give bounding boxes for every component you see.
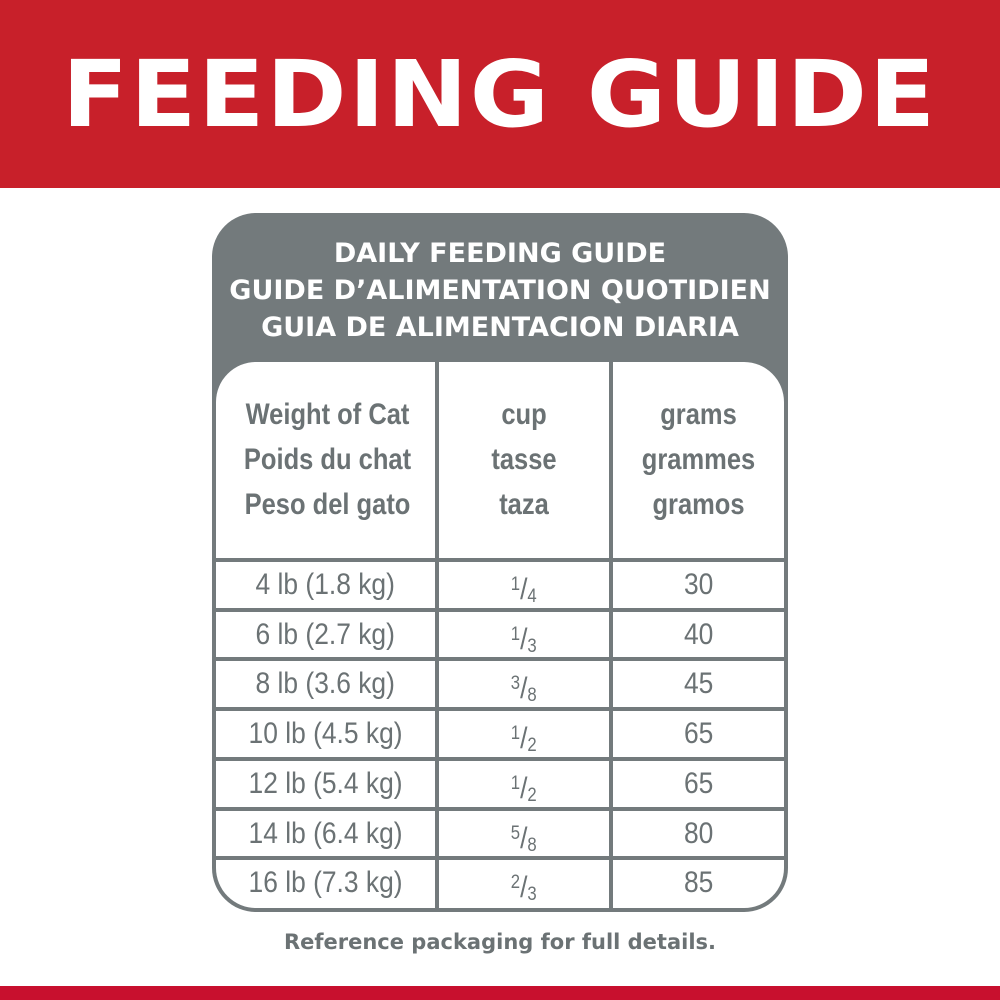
grams-cell: 45 — [613, 661, 784, 707]
cup-numerator: 1 — [511, 772, 521, 794]
weight-cell: 14 lb (6.4 kg) — [216, 811, 435, 857]
header-grams: grams grammes gramos — [626, 392, 771, 527]
feeding-guide-card: DAILY FEEDING GUIDE GUIDE D’ALIMENTATION… — [212, 213, 788, 912]
row-divider — [216, 856, 784, 861]
cup-value: 5/8 — [511, 821, 537, 856]
cup-denominator: 8 — [527, 685, 537, 707]
grams-value: 65 — [683, 766, 714, 800]
weight-cell: 12 lb (5.4 kg) — [216, 761, 435, 807]
row-divider — [216, 806, 784, 811]
grams-value: 45 — [683, 667, 714, 701]
cup-cell: 5/8 — [439, 811, 609, 857]
cup-numerator: 1 — [511, 723, 521, 745]
card-title: DAILY FEEDING GUIDE GUIDE D’ALIMENTATION… — [212, 235, 788, 346]
row-divider — [216, 607, 784, 612]
grams-value: 65 — [683, 717, 714, 751]
cup-value: 1/2 — [511, 771, 537, 806]
header-text: cup — [501, 398, 547, 431]
row-divider — [216, 657, 784, 662]
cup-cell: 2/3 — [439, 860, 609, 906]
cup-value: 1/3 — [511, 622, 537, 657]
row-divider — [216, 756, 784, 761]
grams-cell: 80 — [613, 811, 784, 857]
cup-numerator: 1 — [511, 623, 521, 645]
weight-cell: 4 lb (1.8 kg) — [216, 562, 435, 608]
page-title: FEEDING GUIDE — [62, 40, 938, 148]
header-text: gramos — [652, 488, 745, 521]
weight-cell: 16 lb (7.3 kg) — [216, 860, 435, 906]
cup-cell: 1/3 — [439, 612, 609, 658]
cup-denominator: 2 — [527, 735, 537, 757]
weight-value: 4 lb (1.8 kg) — [255, 568, 396, 601]
cup-cell: 1/2 — [439, 761, 609, 807]
header-text: grams — [660, 398, 737, 431]
weight-cell: 8 lb (3.6 kg) — [216, 661, 435, 707]
bottom-bar — [0, 986, 1000, 1000]
cup-denominator: 4 — [527, 586, 537, 607]
grams-value: 40 — [683, 617, 714, 651]
cup-value: 3/8 — [511, 672, 537, 707]
grams-cell: 30 — [613, 562, 784, 608]
grams-cell: 65 — [613, 761, 784, 807]
column-divider — [435, 362, 439, 908]
weight-value: 16 lb (7.3 kg) — [248, 866, 403, 900]
row-divider — [216, 558, 784, 562]
grams-value: 80 — [683, 816, 714, 850]
grams-cell: 65 — [613, 711, 784, 757]
title-line-es: GUIA DE ALIMENTACION DIARIA — [261, 312, 739, 343]
cup-cell: 3/8 — [439, 661, 609, 707]
header-text: tasse — [491, 443, 557, 476]
cup-value: 2/3 — [511, 871, 537, 906]
weight-value: 10 lb (4.5 kg) — [248, 717, 403, 751]
footnote: Reference packaging for full details. — [283, 930, 717, 954]
grams-cell: 40 — [613, 612, 784, 658]
weight-value: 8 lb (3.6 kg) — [255, 667, 396, 701]
header-text: Weight of Cat — [245, 398, 410, 431]
header-cup: cup tasse taza — [452, 392, 597, 527]
cup-denominator: 2 — [527, 784, 537, 806]
weight-cell: 10 lb (4.5 kg) — [216, 711, 435, 757]
weight-value: 14 lb (6.4 kg) — [248, 816, 403, 850]
cup-numerator: 3 — [511, 673, 521, 695]
cup-numerator: 1 — [511, 574, 521, 595]
feeding-table: Weight of Cat Poids du chat Peso del gat… — [216, 362, 784, 908]
weight-value: 6 lb (2.7 kg) — [255, 617, 396, 651]
cup-value: 1/4 — [511, 573, 537, 607]
cup-numerator: 2 — [511, 872, 521, 894]
title-line-fr: GUIDE D’ALIMENTATION QUOTIDIEN — [229, 275, 771, 306]
weight-cell: 6 lb (2.7 kg) — [216, 612, 435, 658]
grams-value: 85 — [683, 866, 714, 900]
column-divider — [609, 362, 613, 908]
header-text: Poids du chat — [243, 443, 412, 476]
title-line-en: DAILY FEEDING GUIDE — [333, 238, 667, 269]
header-text: taza — [499, 488, 549, 521]
cup-numerator: 5 — [511, 822, 521, 844]
weight-value: 12 lb (5.4 kg) — [248, 766, 403, 800]
cup-cell: 1/2 — [439, 711, 609, 757]
cup-denominator: 3 — [527, 635, 537, 657]
header-banner: FEEDING GUIDE — [0, 0, 1000, 188]
header-text: Peso del gato — [244, 488, 411, 521]
cup-value: 1/2 — [511, 722, 537, 757]
cup-denominator: 3 — [527, 884, 537, 906]
header-weight: Weight of Cat Poids du chat Peso del gat… — [233, 392, 423, 527]
header-text: grammes — [641, 443, 756, 476]
row-divider — [216, 707, 784, 712]
cup-cell: 1/4 — [439, 562, 609, 608]
grams-cell: 85 — [613, 860, 784, 906]
grams-value: 30 — [683, 568, 714, 601]
cup-denominator: 8 — [527, 834, 537, 856]
